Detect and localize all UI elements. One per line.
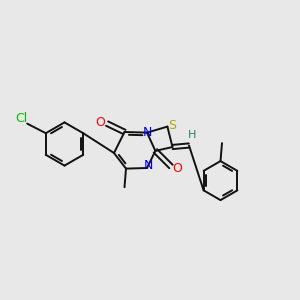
Text: Cl: Cl (16, 112, 28, 125)
Text: H: H (188, 130, 196, 140)
Text: O: O (173, 161, 182, 175)
Text: N: N (143, 126, 153, 139)
Text: O: O (95, 116, 105, 129)
Text: S: S (168, 119, 176, 132)
Text: N: N (144, 159, 153, 172)
